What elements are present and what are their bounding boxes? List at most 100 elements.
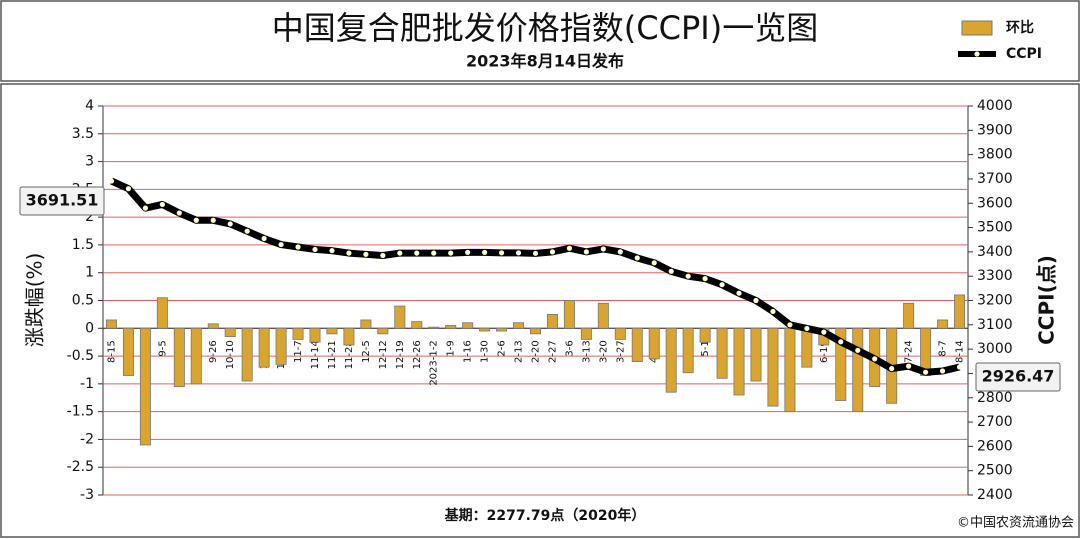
bar — [648, 327, 660, 360]
y2-tick-label: 3800 — [977, 147, 1013, 163]
x-tick-label: 3-6 — [564, 340, 575, 356]
line-dot — [634, 255, 640, 261]
x-tick-label: 7-24 — [904, 340, 915, 363]
x-tick-label: 11-21 — [327, 340, 338, 369]
y-tick-label: -2 — [80, 431, 94, 447]
bar — [292, 327, 304, 340]
y2-tick-label: 3100 — [977, 317, 1013, 333]
x-tick-label: 12-26 — [412, 340, 423, 369]
line-dot — [719, 282, 725, 288]
bar — [716, 327, 728, 379]
line-dot — [906, 363, 912, 369]
bar — [275, 327, 287, 365]
line-dot — [159, 201, 165, 208]
line-dot — [855, 347, 861, 353]
line-dot — [227, 221, 233, 227]
y2-tick-label: 3600 — [977, 195, 1013, 211]
x-tick-label: 12-19 — [395, 340, 406, 369]
line-dot — [210, 217, 216, 223]
bar — [479, 327, 491, 332]
bar — [241, 327, 253, 382]
y-tick-label: -0.5 — [67, 348, 94, 364]
x-tick-label: 9-5 — [157, 340, 168, 356]
bar — [665, 327, 677, 393]
line-dot — [261, 235, 267, 242]
line-dot — [922, 369, 929, 375]
x-tick-label: 2-20 — [531, 340, 542, 363]
y2-axis-label: CCPI(点) — [1035, 255, 1059, 345]
line-dot — [397, 250, 403, 256]
y-axis-label: 涨跌幅(%) — [23, 253, 47, 348]
legend-label: 环比 — [1006, 19, 1034, 36]
y2-tick-label: 2800 — [977, 390, 1013, 406]
x-tick-label: 3-27 — [615, 340, 626, 363]
line-dot — [278, 241, 284, 248]
line-dot — [498, 250, 505, 256]
bar — [835, 327, 847, 401]
bar — [360, 319, 372, 329]
bar — [224, 327, 236, 338]
line-dot — [889, 365, 895, 372]
x-tick-label: 5-1 — [700, 340, 711, 356]
bar — [801, 327, 813, 368]
y2-tick-label: 3400 — [977, 244, 1013, 260]
y2-tick-label: 2700 — [977, 414, 1013, 430]
line-dot — [448, 250, 454, 256]
y2-tick-label: 3500 — [977, 220, 1013, 236]
bar — [394, 305, 406, 329]
line-dot — [125, 186, 132, 192]
line-dot — [244, 228, 250, 234]
x-tick-label: 1-9 — [446, 340, 457, 356]
x-tick-label: 6-19 — [819, 340, 830, 363]
bar — [954, 294, 966, 329]
x-tick-label: 8-7 — [938, 340, 949, 356]
x-tick-label: 11-14 — [310, 340, 321, 369]
bar — [258, 327, 270, 368]
y-tick-label: 0 — [85, 320, 94, 336]
line-dot — [702, 276, 708, 282]
line-dot — [176, 210, 182, 216]
y-tick-label: 2 — [85, 209, 94, 225]
bar — [597, 302, 609, 329]
line-dot — [617, 249, 623, 255]
x-tick-label: 3-13 — [581, 340, 592, 363]
bar — [784, 327, 796, 413]
bar — [750, 327, 762, 382]
bar — [377, 327, 389, 335]
y2-tick-label: 2400 — [977, 487, 1013, 503]
y-tick-label: -2.5 — [67, 459, 94, 475]
annotation-box — [19, 186, 105, 216]
line-dot — [465, 249, 471, 255]
line-dot — [549, 249, 556, 255]
line-dot — [770, 308, 776, 315]
line-dot — [753, 297, 759, 304]
y2-tick-label: 3700 — [977, 171, 1013, 187]
bar — [190, 327, 202, 385]
line-dot — [532, 250, 539, 256]
bar — [309, 327, 321, 343]
bar — [156, 297, 168, 329]
bar — [326, 327, 338, 335]
y2-tick-label: 4000 — [977, 98, 1013, 114]
x-tick-label: 2-13 — [514, 340, 525, 363]
y-tick-label: 3 — [85, 154, 94, 170]
x-tick-label: 2-6 — [497, 340, 508, 356]
y2-tick-label: 3300 — [977, 268, 1013, 284]
x-tick-label: 8-14 — [955, 340, 966, 363]
line-dot — [583, 249, 589, 255]
line-dot — [872, 356, 878, 362]
bar — [105, 319, 117, 329]
x-tick-label: 1-16 — [463, 340, 474, 363]
line-dot — [295, 244, 301, 250]
bar — [614, 327, 626, 340]
line-dot — [668, 268, 674, 274]
line-dot — [804, 325, 810, 332]
line-dot — [482, 249, 488, 255]
x-tick-label: 11-28 — [344, 340, 355, 369]
line-dot — [600, 246, 606, 252]
y-tick-label: 4 — [85, 98, 94, 114]
bar — [631, 327, 643, 363]
line-dot — [108, 178, 115, 184]
line-dot — [193, 217, 199, 223]
bar — [462, 322, 474, 329]
